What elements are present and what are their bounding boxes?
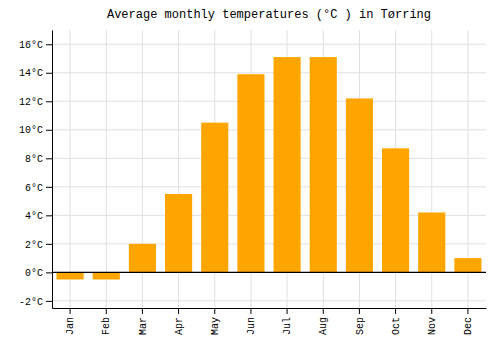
x-tick-mark: [359, 308, 360, 314]
x-tick-label: Jun: [246, 317, 257, 335]
x-tick-label: Apr: [174, 317, 185, 335]
plot: -2°C 0°C 2°C 4°C 6°C 8°C 10°C 12°C 14°C 16°C Jan Fe…: [19, 30, 487, 335]
y-tick: 6°C: [25, 183, 52, 194]
y-tick: 2°C: [25, 240, 52, 251]
y-axis: -2°C 0°C 2°C 4°C 6°C 8°C 10°C 12°C 14°C 16°C: [19, 31, 53, 309]
y-tick-label: 10°C: [19, 125, 43, 136]
x-tick: Aug: [318, 308, 329, 335]
x-tick: Mar: [138, 308, 149, 335]
x-tick-mark: [250, 308, 251, 314]
y-tick-label: 2°C: [25, 240, 43, 251]
x-tick-mark: [287, 308, 288, 314]
y-tick-mark: [46, 73, 52, 74]
x-tick-mark: [106, 308, 107, 314]
y-tick-label: 16°C: [19, 40, 43, 51]
y-tick: 0°C: [25, 268, 52, 279]
y-tick-label: 4°C: [25, 211, 43, 222]
x-tick-mark: [178, 308, 179, 314]
grid-line-x: [106, 30, 107, 308]
x-tick-mark: [142, 308, 143, 314]
bar: [201, 123, 228, 273]
x-tick: Dec: [463, 308, 474, 335]
grid-line-y: [52, 44, 486, 45]
y-tick: 14°C: [19, 68, 52, 79]
bar: [418, 212, 445, 272]
x-tick-mark: [70, 308, 71, 314]
grid-line-y: [52, 72, 486, 73]
y-tick-mark: [46, 44, 52, 45]
y-tick: -2°C: [19, 297, 52, 308]
y-tick-label: 8°C: [25, 154, 43, 165]
bars: [57, 57, 482, 279]
zero-line: [52, 272, 486, 273]
y-tick-mark: [46, 244, 52, 245]
y-tick-mark: [46, 101, 52, 102]
title: Average monthly temperatures (°C ) in Tø…: [107, 8, 431, 22]
y-tick-mark: [46, 187, 52, 188]
x-tick-label: Dec: [463, 317, 474, 335]
y-tick: 8°C: [25, 154, 52, 165]
x-axis: Jan Feb Mar Apr May Jun Jul Aug Sep Oct Nov Dec: [53, 308, 487, 335]
y-tick-label: 12°C: [19, 97, 43, 108]
x-tick: Jul: [282, 308, 293, 335]
grid-line-y: [52, 101, 486, 102]
bar: [382, 148, 409, 272]
x-tick-label: Oct: [391, 317, 402, 335]
y-axis-line: [52, 31, 53, 309]
x-tick: Nov: [427, 308, 438, 335]
x-tick: May: [210, 308, 221, 335]
bar: [93, 272, 120, 279]
x-tick: Oct: [391, 308, 402, 335]
grid-line-y: [52, 129, 486, 130]
x-axis-line: [53, 308, 487, 309]
y-tick: 12°C: [19, 97, 52, 108]
x-tick-mark: [467, 308, 468, 314]
grid-line-x: [70, 30, 71, 308]
y-tick: 4°C: [25, 211, 52, 222]
chart-svg: -2°C 0°C 2°C 4°C 6°C 8°C 10°C 12°C 14°C 16°C Jan Fe…: [0, 0, 500, 350]
x-tick-label: Jan: [65, 317, 76, 335]
x-tick-mark: [395, 308, 396, 314]
y-tick-label: 0°C: [25, 268, 43, 279]
bar: [129, 244, 156, 273]
x-tick: Apr: [174, 308, 185, 335]
x-tick: Jun: [246, 308, 257, 335]
bar: [237, 74, 264, 272]
x-tick-label: Nov: [427, 317, 438, 335]
grid-line-y: [52, 186, 486, 187]
grid: [52, 30, 486, 308]
bar: [274, 57, 301, 272]
x-tick-label: Mar: [138, 317, 149, 335]
y-tick-mark: [46, 158, 52, 159]
y-tick-mark: [46, 301, 52, 302]
y-tick-label: 6°C: [25, 183, 43, 194]
bar: [454, 258, 481, 272]
x-tick: Feb: [101, 308, 112, 335]
x-tick-label: Sep: [355, 317, 366, 335]
y-tick: 16°C: [19, 40, 52, 51]
y-tick-label: -2°C: [19, 297, 43, 308]
x-tick-label: May: [210, 317, 221, 335]
y-tick-mark: [46, 130, 52, 131]
bar: [346, 98, 373, 272]
x-tick-mark: [214, 308, 215, 314]
bar: [57, 272, 84, 279]
x-tick: Sep: [355, 308, 366, 335]
y-tick-mark: [46, 215, 52, 216]
x-tick-label: Feb: [101, 317, 112, 335]
chart-container: -2°C 0°C 2°C 4°C 6°C 8°C 10°C 12°C 14°C 16°C Jan Fe…: [0, 0, 500, 350]
bar: [165, 194, 192, 272]
x-tick-mark: [323, 308, 324, 314]
y-tick-mark: [46, 272, 52, 273]
x-tick-label: Jul: [282, 317, 293, 335]
x-tick: Jan: [65, 308, 76, 335]
grid-line-y: [52, 300, 486, 301]
y-tick-label: 14°C: [19, 68, 43, 79]
grid-line-y: [52, 272, 486, 273]
y-tick: 10°C: [19, 125, 52, 136]
bar: [310, 57, 337, 272]
grid-line-y: [52, 158, 486, 159]
x-tick-mark: [431, 308, 432, 314]
x-tick-label: Aug: [318, 317, 329, 335]
